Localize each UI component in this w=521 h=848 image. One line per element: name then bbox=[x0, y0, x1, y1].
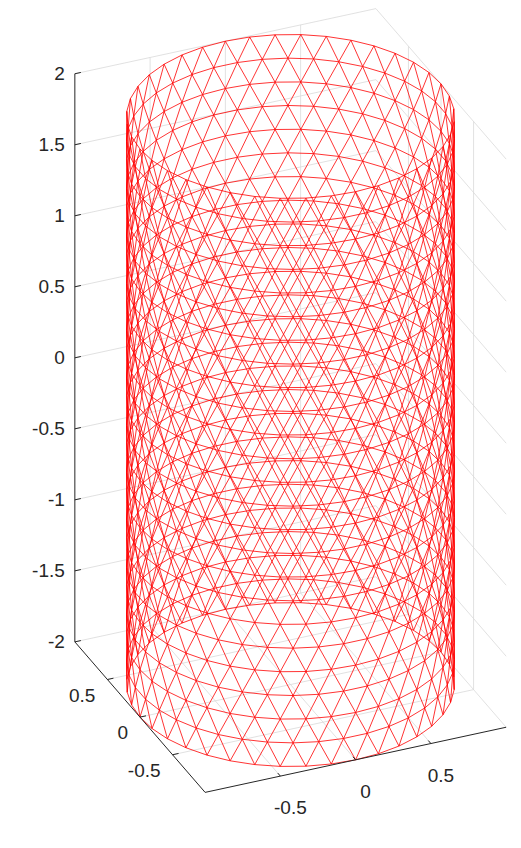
svg-text:1: 1 bbox=[54, 205, 65, 226]
svg-text:-0.5: -0.5 bbox=[128, 760, 161, 781]
svg-text:1.5: 1.5 bbox=[38, 134, 64, 155]
svg-text:-1.5: -1.5 bbox=[32, 560, 65, 581]
svg-text:-0.5: -0.5 bbox=[32, 418, 65, 439]
svg-text:-1: -1 bbox=[48, 489, 65, 510]
svg-text:0: 0 bbox=[54, 347, 65, 368]
svg-text:0: 0 bbox=[360, 781, 371, 802]
svg-text:0.5: 0.5 bbox=[38, 276, 64, 297]
svg-text:-2: -2 bbox=[48, 631, 65, 652]
svg-text:0: 0 bbox=[117, 722, 128, 743]
svg-text:2: 2 bbox=[54, 63, 65, 84]
svg-text:0.5: 0.5 bbox=[428, 765, 454, 786]
svg-text:0.5: 0.5 bbox=[69, 685, 95, 706]
svg-text:-0.5: -0.5 bbox=[274, 797, 307, 818]
